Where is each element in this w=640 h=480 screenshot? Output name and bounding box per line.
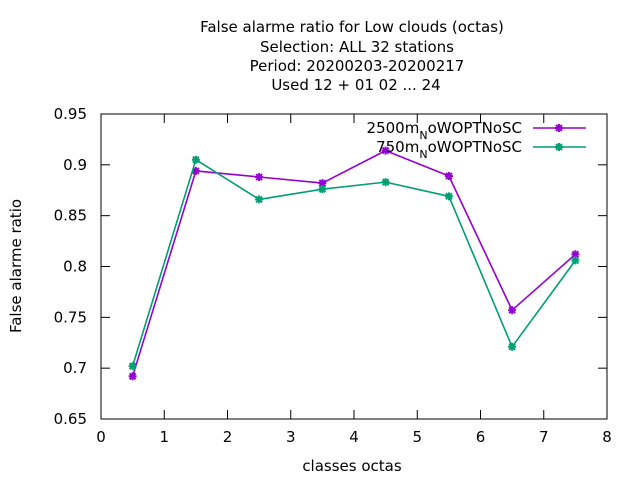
legend-label-1: 2500mNoWOPTNoSC — [367, 119, 522, 142]
x-tick-label: 6 — [476, 428, 486, 446]
data-point — [318, 185, 327, 194]
x-tick-label: 4 — [349, 428, 359, 446]
data-point — [381, 146, 390, 155]
data-point — [191, 155, 200, 164]
series-line-1 — [131, 149, 576, 377]
y-tick-label: 0.95 — [54, 105, 87, 123]
y-tick-label: 0.85 — [54, 207, 87, 225]
data-point — [508, 306, 517, 315]
y-axis-label: False alarme ratio — [7, 199, 25, 333]
x-tick-label: 1 — [159, 428, 169, 446]
x-tick-label: 8 — [602, 428, 612, 446]
data-point — [444, 172, 453, 181]
data-point — [444, 192, 453, 201]
x-axis-label: classes octas — [302, 457, 402, 475]
y-tick-label: 0.8 — [63, 258, 87, 276]
legend-marker — [555, 124, 563, 132]
y-axis: 0.65 0.7 0.75 0.8 0.85 0.9 0.95 — [54, 105, 607, 428]
x-tick-label: 5 — [412, 428, 422, 446]
x-tick-label: 7 — [539, 428, 549, 446]
legend-marker — [555, 143, 563, 151]
chart-title: False alarme ratio for Low clouds (octas… — [200, 18, 504, 94]
x-tick-label: 0 — [96, 428, 106, 446]
y-tick-label: 0.7 — [63, 359, 87, 377]
series-layer — [128, 146, 580, 381]
data-point — [508, 342, 517, 351]
title-line: False alarme ratio for Low clouds (octas… — [200, 18, 504, 36]
data-point — [128, 372, 137, 381]
y-tick-label: 0.65 — [54, 410, 87, 428]
title-line: Period: 20200203-20200217 — [250, 57, 465, 75]
x-tick-label: 3 — [286, 428, 296, 446]
plot-frame — [100, 113, 608, 420]
legend-label-2: 750mNoWOPTNoSC — [376, 138, 522, 161]
y-tick-label: 0.9 — [63, 156, 87, 174]
data-point — [571, 256, 580, 265]
title-line: Used 12 + 01 02 ... 24 — [271, 76, 440, 94]
data-point — [128, 362, 137, 371]
data-point — [255, 173, 264, 182]
title-line: Selection: ALL 32 stations — [260, 38, 454, 56]
series-line-2 — [131, 158, 577, 367]
data-point — [255, 195, 264, 204]
y-tick-label: 0.75 — [54, 308, 87, 326]
x-axis: 0 1 2 3 4 5 6 7 8 — [96, 114, 612, 446]
x-tick-label: 2 — [223, 428, 233, 446]
data-point — [381, 178, 390, 187]
